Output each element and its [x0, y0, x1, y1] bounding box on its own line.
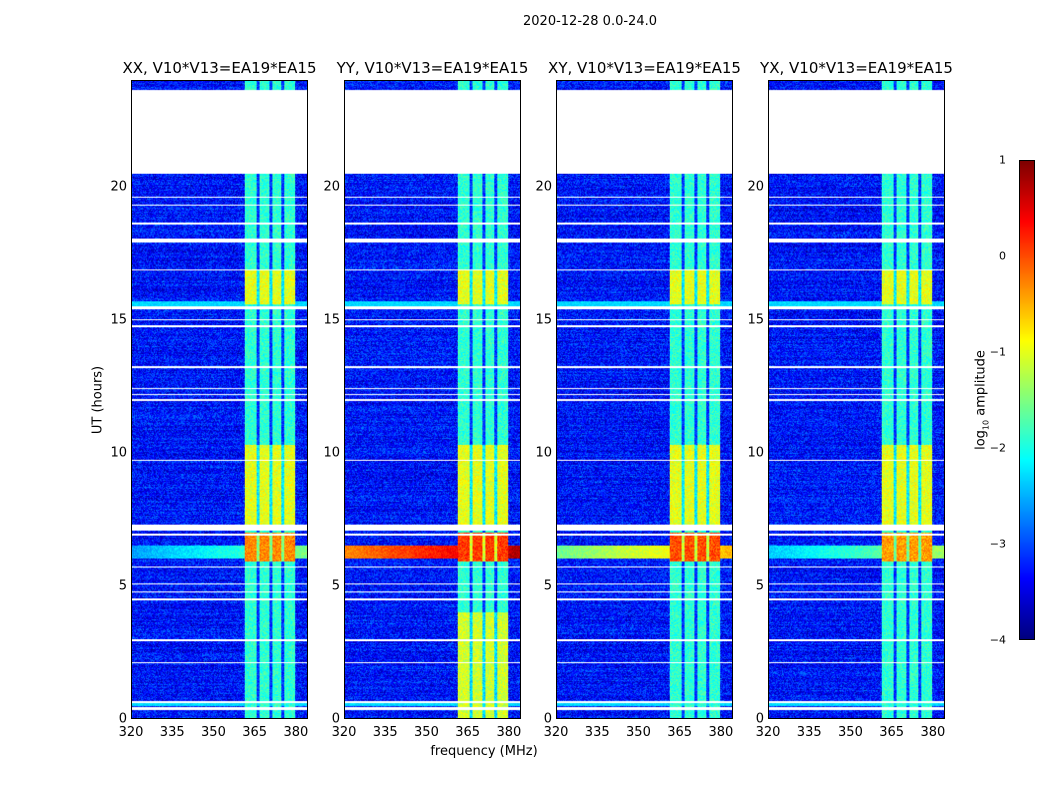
- y-tick-label: 5: [755, 578, 764, 594]
- waterfall-panel: [768, 80, 945, 719]
- y-tick-label: 5: [543, 578, 552, 594]
- x-tick-label: 335: [796, 725, 822, 740]
- y-axis-label: UT (hours): [90, 365, 106, 435]
- x-tick-label: 320: [118, 725, 144, 740]
- y-tick-label: 10: [323, 445, 340, 461]
- colorbar-tick-label: 1: [999, 153, 1006, 167]
- heatmap-image: [557, 81, 732, 718]
- y-tick-label: 20: [747, 179, 764, 194]
- y-tick-label: 15: [323, 312, 340, 328]
- y-tick-label: 0: [543, 711, 552, 727]
- colorbar-tick-label: −3: [989, 537, 1006, 551]
- x-axis-label: frequency (MHz): [430, 744, 538, 759]
- heatmap-image: [132, 81, 307, 718]
- x-tick-label: 380: [920, 725, 946, 740]
- y-tick-label: 10: [747, 445, 764, 461]
- y-tick-label: 10: [110, 445, 127, 461]
- panel-title: YY, V10*V13=EA19*EA15: [336, 59, 529, 77]
- waterfall-panel: [131, 80, 308, 719]
- x-tick-label: 350: [626, 725, 651, 740]
- x-tick-label: 350: [414, 725, 439, 740]
- y-tick-label: 20: [323, 179, 340, 194]
- heatmap-image: [345, 81, 520, 718]
- colorbar-label-sub: 10: [981, 419, 991, 431]
- x-tick-label: 350: [201, 725, 226, 740]
- panel-title: XX, V10*V13=EA19*EA15: [122, 59, 317, 77]
- colorbar-tick-label: −4: [989, 633, 1006, 647]
- y-tick-label: 20: [110, 179, 127, 194]
- x-tick-label: 365: [667, 725, 693, 740]
- x-tick-label: 365: [879, 725, 905, 740]
- figure-title: 2020-12-28 0.0-24.0: [523, 14, 657, 29]
- y-tick-label: 0: [118, 711, 127, 727]
- x-tick-label: 335: [372, 725, 398, 740]
- waterfall-panel: [344, 80, 521, 719]
- colorbar-tick-label: −2: [989, 441, 1006, 455]
- x-tick-label: 380: [283, 725, 309, 740]
- waterfall-panel: [556, 80, 733, 719]
- colorbar-label-text: amplitude: [973, 350, 989, 420]
- colorbar: [1019, 160, 1035, 640]
- x-tick-label: 380: [708, 725, 734, 740]
- y-tick-label: 0: [331, 711, 340, 727]
- x-tick-label: 320: [331, 725, 357, 740]
- colorbar-label: log10 amplitude: [974, 350, 991, 450]
- y-tick-label: 15: [110, 312, 127, 328]
- y-tick-label: 15: [535, 312, 552, 328]
- x-tick-label: 365: [455, 725, 481, 740]
- panel-title: XY, V10*V13=EA19*EA15: [548, 59, 741, 77]
- panel-title: YX, V10*V13=EA19*EA15: [760, 59, 953, 77]
- y-tick-label: 20: [535, 179, 552, 194]
- y-tick-label: 15: [747, 312, 764, 328]
- x-tick-label: 380: [496, 725, 522, 740]
- colorbar-tick-label: −1: [989, 345, 1006, 359]
- y-tick-label: 0: [755, 711, 764, 727]
- x-tick-label: 320: [543, 725, 569, 740]
- x-tick-label: 365: [242, 725, 268, 740]
- y-tick-label: 5: [118, 578, 127, 594]
- colorbar-label-log: log: [973, 430, 989, 450]
- x-tick-label: 320: [755, 725, 781, 740]
- heatmap-image: [769, 81, 944, 718]
- x-tick-label: 335: [584, 725, 610, 740]
- colorbar-tick-label: 0: [999, 249, 1006, 263]
- x-tick-label: 335: [159, 725, 185, 740]
- x-tick-label: 350: [838, 725, 863, 740]
- y-tick-label: 5: [331, 578, 340, 594]
- y-tick-label: 10: [535, 445, 552, 461]
